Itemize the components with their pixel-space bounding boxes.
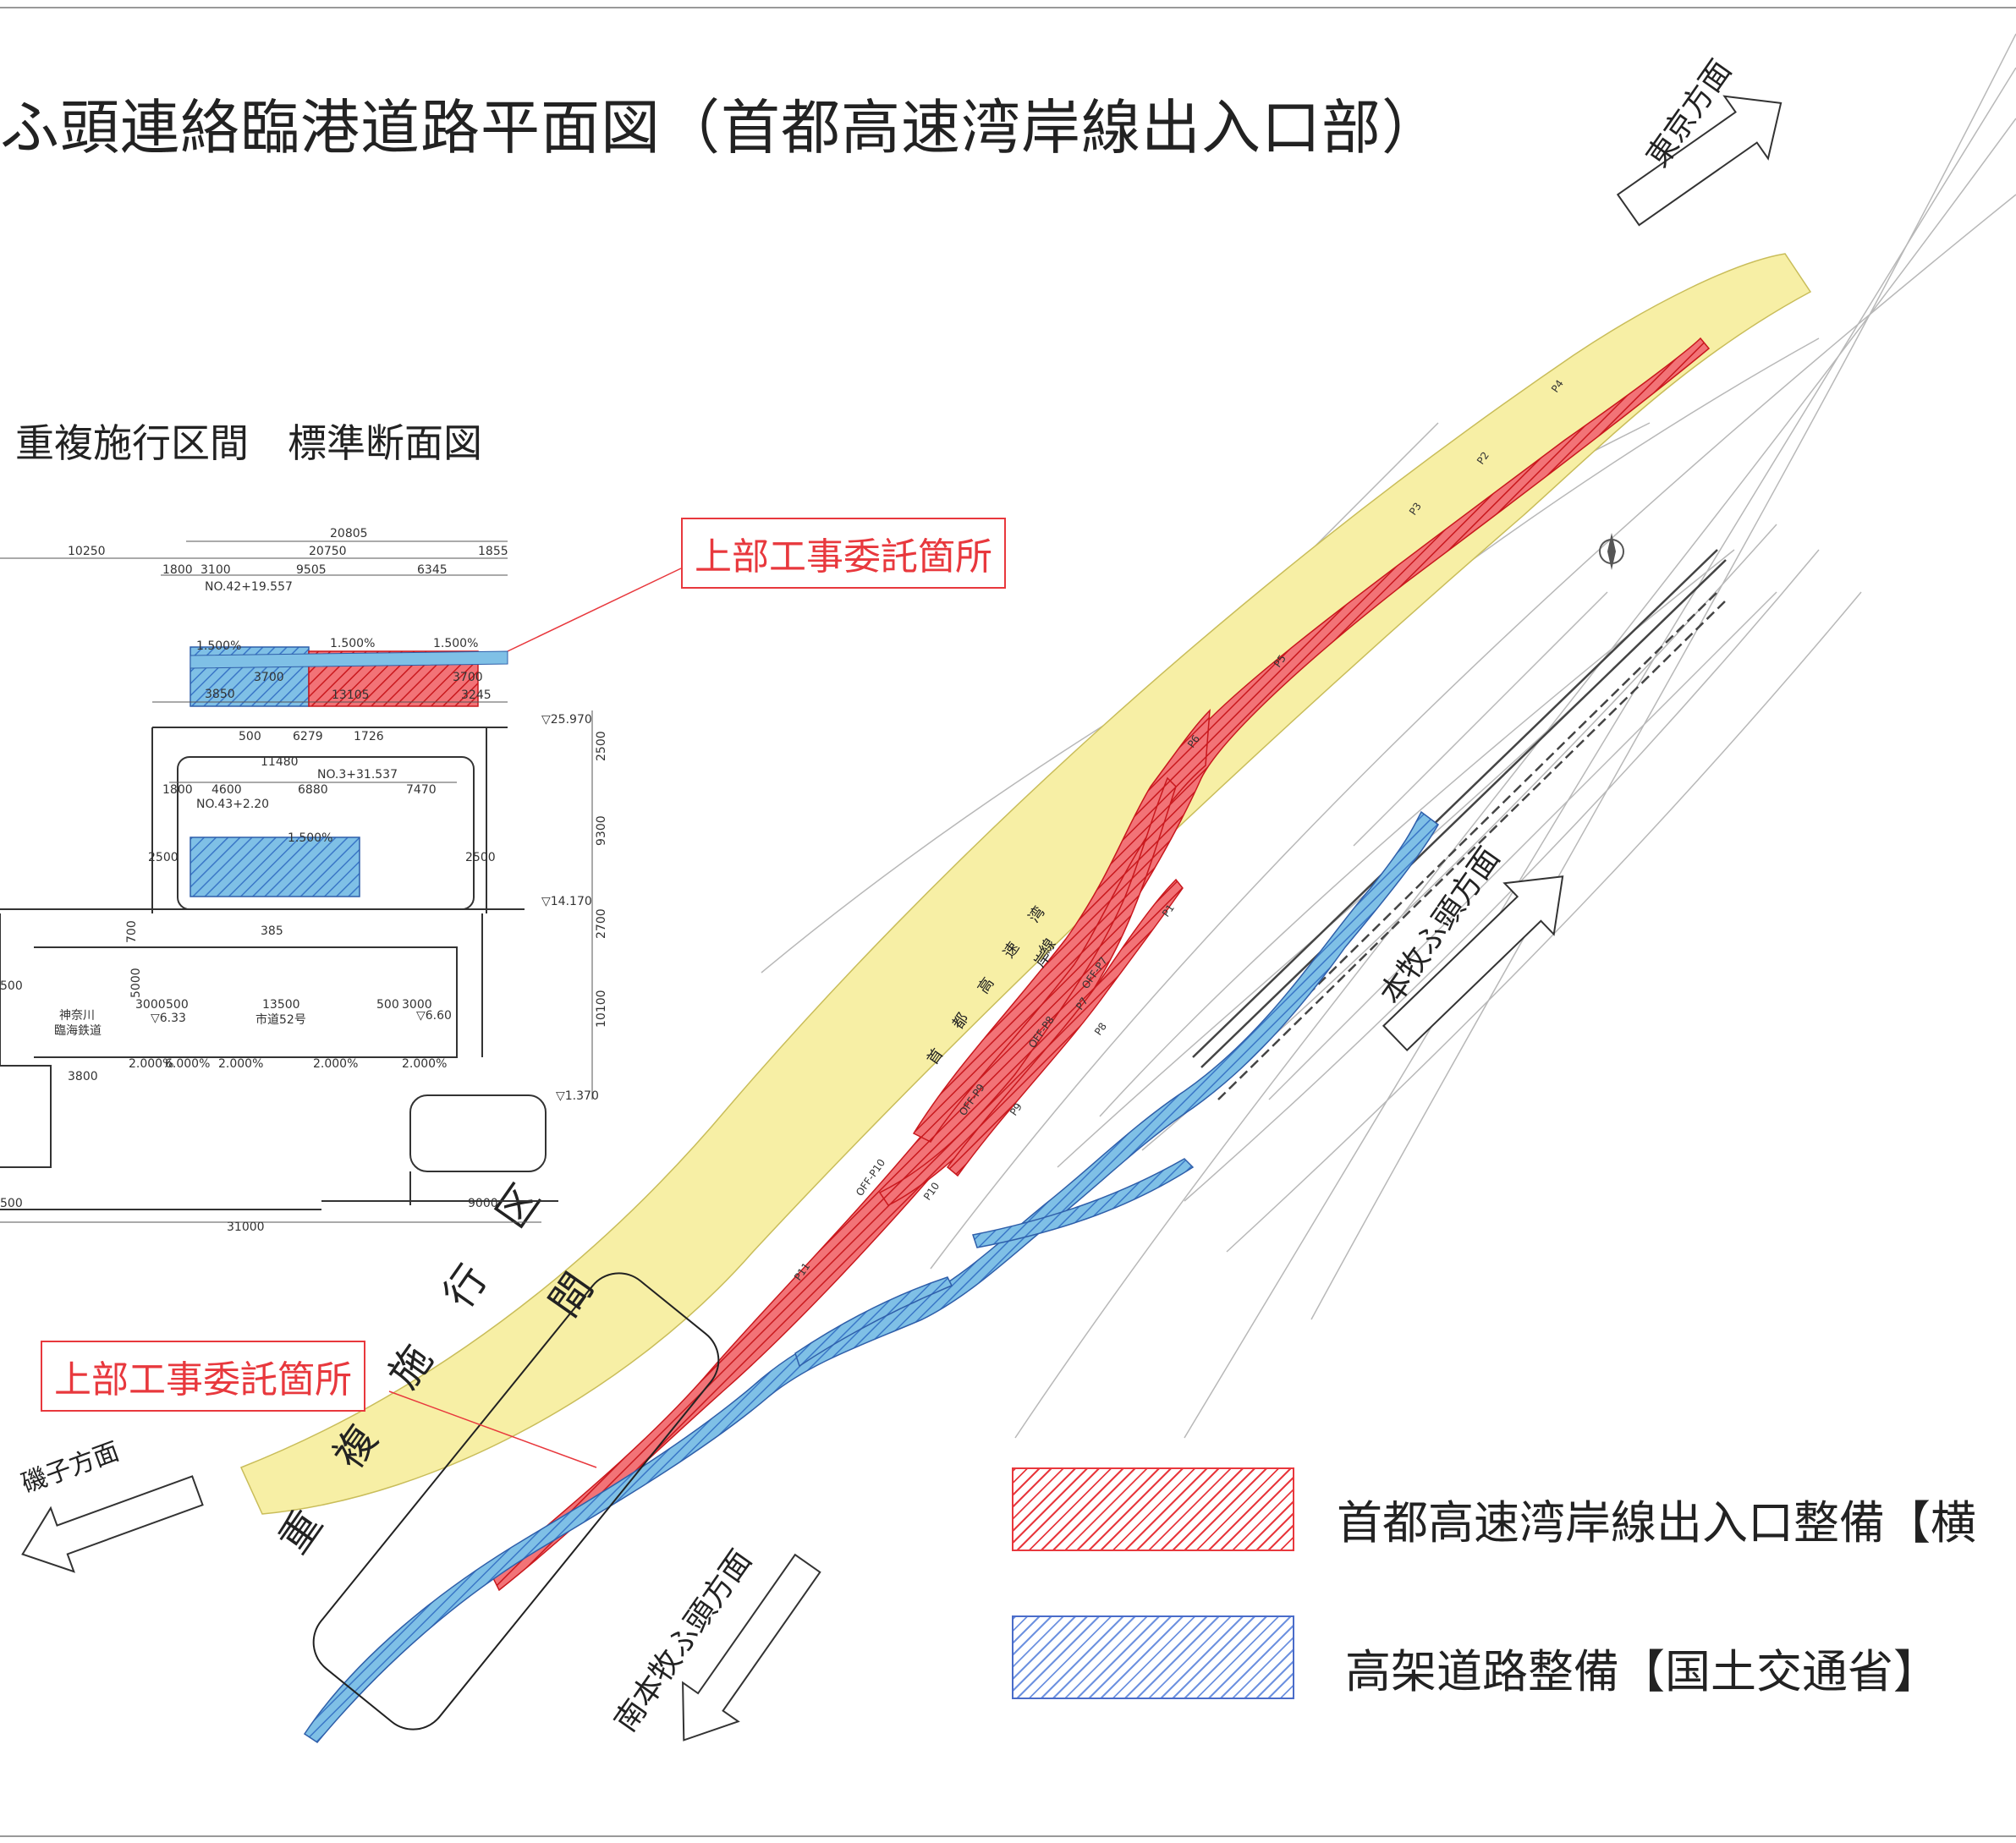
north-arrow-icon [1599, 533, 1624, 570]
dim-label: 1800 [162, 563, 193, 577]
dim-label: 20750 [309, 545, 347, 558]
elevation-label: ▽14.170 [541, 895, 592, 908]
level-label: ▽6.33 [151, 1012, 186, 1025]
slope-label: 1.500% [330, 637, 375, 650]
dim-label: 500 [0, 1197, 23, 1210]
legend-label-blue: 高架道路整備【国土交通省】 [1345, 1645, 1939, 1698]
pier-label: P3 [1407, 501, 1424, 518]
pier-label: P8 [1092, 1021, 1109, 1038]
dim-label: 3000 [402, 998, 432, 1012]
slope-label: 6.000% [165, 1057, 210, 1071]
bottom-border [0, 1835, 2016, 1837]
dim-label: 4600 [211, 783, 242, 797]
dim-label: 3100 [201, 563, 231, 577]
dim-label: 6880 [298, 783, 328, 797]
slope-label: 2.000% [402, 1057, 447, 1071]
dim-label: 3800 [68, 1070, 98, 1083]
railway-tracks [1192, 549, 1727, 1100]
arrow-minami-honmoku-icon [682, 1553, 821, 1742]
deck-label: 3850 [205, 688, 235, 701]
pier-label: P5 [1272, 653, 1288, 670]
pier-label: P7 [1074, 996, 1090, 1012]
station-label: NO.42+19.557 [205, 580, 293, 594]
dim-label: 2500 [465, 851, 496, 864]
dim-label: 3000 [135, 998, 166, 1012]
legend-label-red: 首都高速湾岸線出入口整備【横 [1337, 1496, 1976, 1550]
vdim-label: 10100 [595, 990, 608, 1028]
level-label: ▽6.60 [416, 1009, 452, 1023]
slope-label: 2.000% [313, 1057, 358, 1071]
pier-label: P9 [1008, 1101, 1024, 1118]
dim-label: 2500 [148, 851, 179, 864]
vdim-label: 9300 [595, 815, 608, 846]
vdim-label: 2500 [595, 731, 608, 761]
dim-label: 1855 [478, 545, 508, 558]
pier-label: P1 [1160, 902, 1177, 919]
callout-upper-works-bottom: 上部工事委託箇所 [41, 1341, 365, 1412]
dim-label: 1726 [354, 730, 384, 743]
dim-label: 700 [125, 920, 139, 943]
arrow-tokyo-icon [1616, 95, 1783, 227]
dim-label: 500 [376, 998, 399, 1012]
direction-isogo: 磯子方面 [18, 1437, 124, 1500]
dim-label: 5000 [129, 968, 143, 998]
overlap-section-box [312, 1272, 720, 1731]
cross-section-drawing [0, 540, 593, 1223]
dim-label: 6345 [417, 563, 448, 577]
arrow-honmoku-icon [1382, 875, 1564, 1052]
background-road-lines [718, 33, 2016, 1439]
slope-label: 2.000% [218, 1057, 263, 1071]
callout-upper-works-top: 上部工事委託箇所 [681, 518, 1006, 589]
pier-label: P6 [1185, 733, 1202, 750]
slope-label: 1.500% [196, 639, 241, 653]
dim-label: 385 [261, 924, 283, 938]
dim-label: 20805 [330, 527, 368, 540]
dim-label: 13500 [262, 998, 300, 1012]
dim-label: 500 [239, 730, 261, 743]
dim-label: 7470 [406, 783, 437, 797]
cross-section-labels: 10250 20805 20750 1855 1800 3100 9505 63… [0, 527, 608, 1234]
slope-label: 1.500% [433, 637, 478, 650]
section-title: 重複施行区間 標準断面図 [15, 420, 482, 466]
deck-label: 13105 [332, 688, 370, 702]
slope-label: 2.000% [129, 1057, 173, 1071]
pier-label: P4 [1549, 378, 1566, 395]
elevation-label: ▽25.970 [541, 713, 592, 727]
railway-label: 神奈川 [59, 1009, 95, 1023]
deck-label: 3245 [461, 688, 492, 702]
blue-elevated-road [303, 810, 1439, 1743]
callout-top-leader [507, 568, 682, 652]
deck-label: 3700 [254, 671, 284, 684]
callout-bottom-leader [388, 1390, 597, 1468]
road-name-label: 市道52号 [255, 1012, 306, 1027]
dim-label: 10250 [68, 545, 106, 558]
page-title: ふ頭連絡臨港道路平面図（首都高速湾岸線出入口部） [0, 93, 1442, 162]
dim-label: 31000 [227, 1220, 265, 1234]
dim-label: 9505 [296, 563, 327, 577]
station-label: NO.43+2.20 [196, 798, 269, 811]
dim-label: 500 [166, 998, 189, 1012]
arrow-isogo-icon [21, 1475, 204, 1573]
station-label: NO.3+31.537 [317, 768, 398, 782]
pier-label: P2 [1475, 450, 1491, 467]
dim-label: 1800 [162, 783, 193, 797]
vdim-label: 2700 [595, 908, 608, 939]
dim-label: 500 [0, 979, 23, 993]
red-ramp-structures [490, 337, 1711, 1592]
legend-swatch-blue [1012, 1615, 1294, 1699]
dim-label: 9000 [468, 1197, 498, 1210]
dim-label: 11480 [261, 755, 299, 769]
dim-label: 6279 [293, 730, 323, 743]
legend-swatch-red [1012, 1467, 1294, 1551]
railway-label: 臨海鉄道 [54, 1024, 102, 1038]
deck-label: 3700 [453, 671, 483, 684]
overlap-char: 行 [435, 1256, 497, 1316]
slope-label: 1.500% [288, 831, 332, 845]
elevation-label: ▽1.370 [556, 1089, 599, 1103]
top-border [0, 7, 2016, 8]
